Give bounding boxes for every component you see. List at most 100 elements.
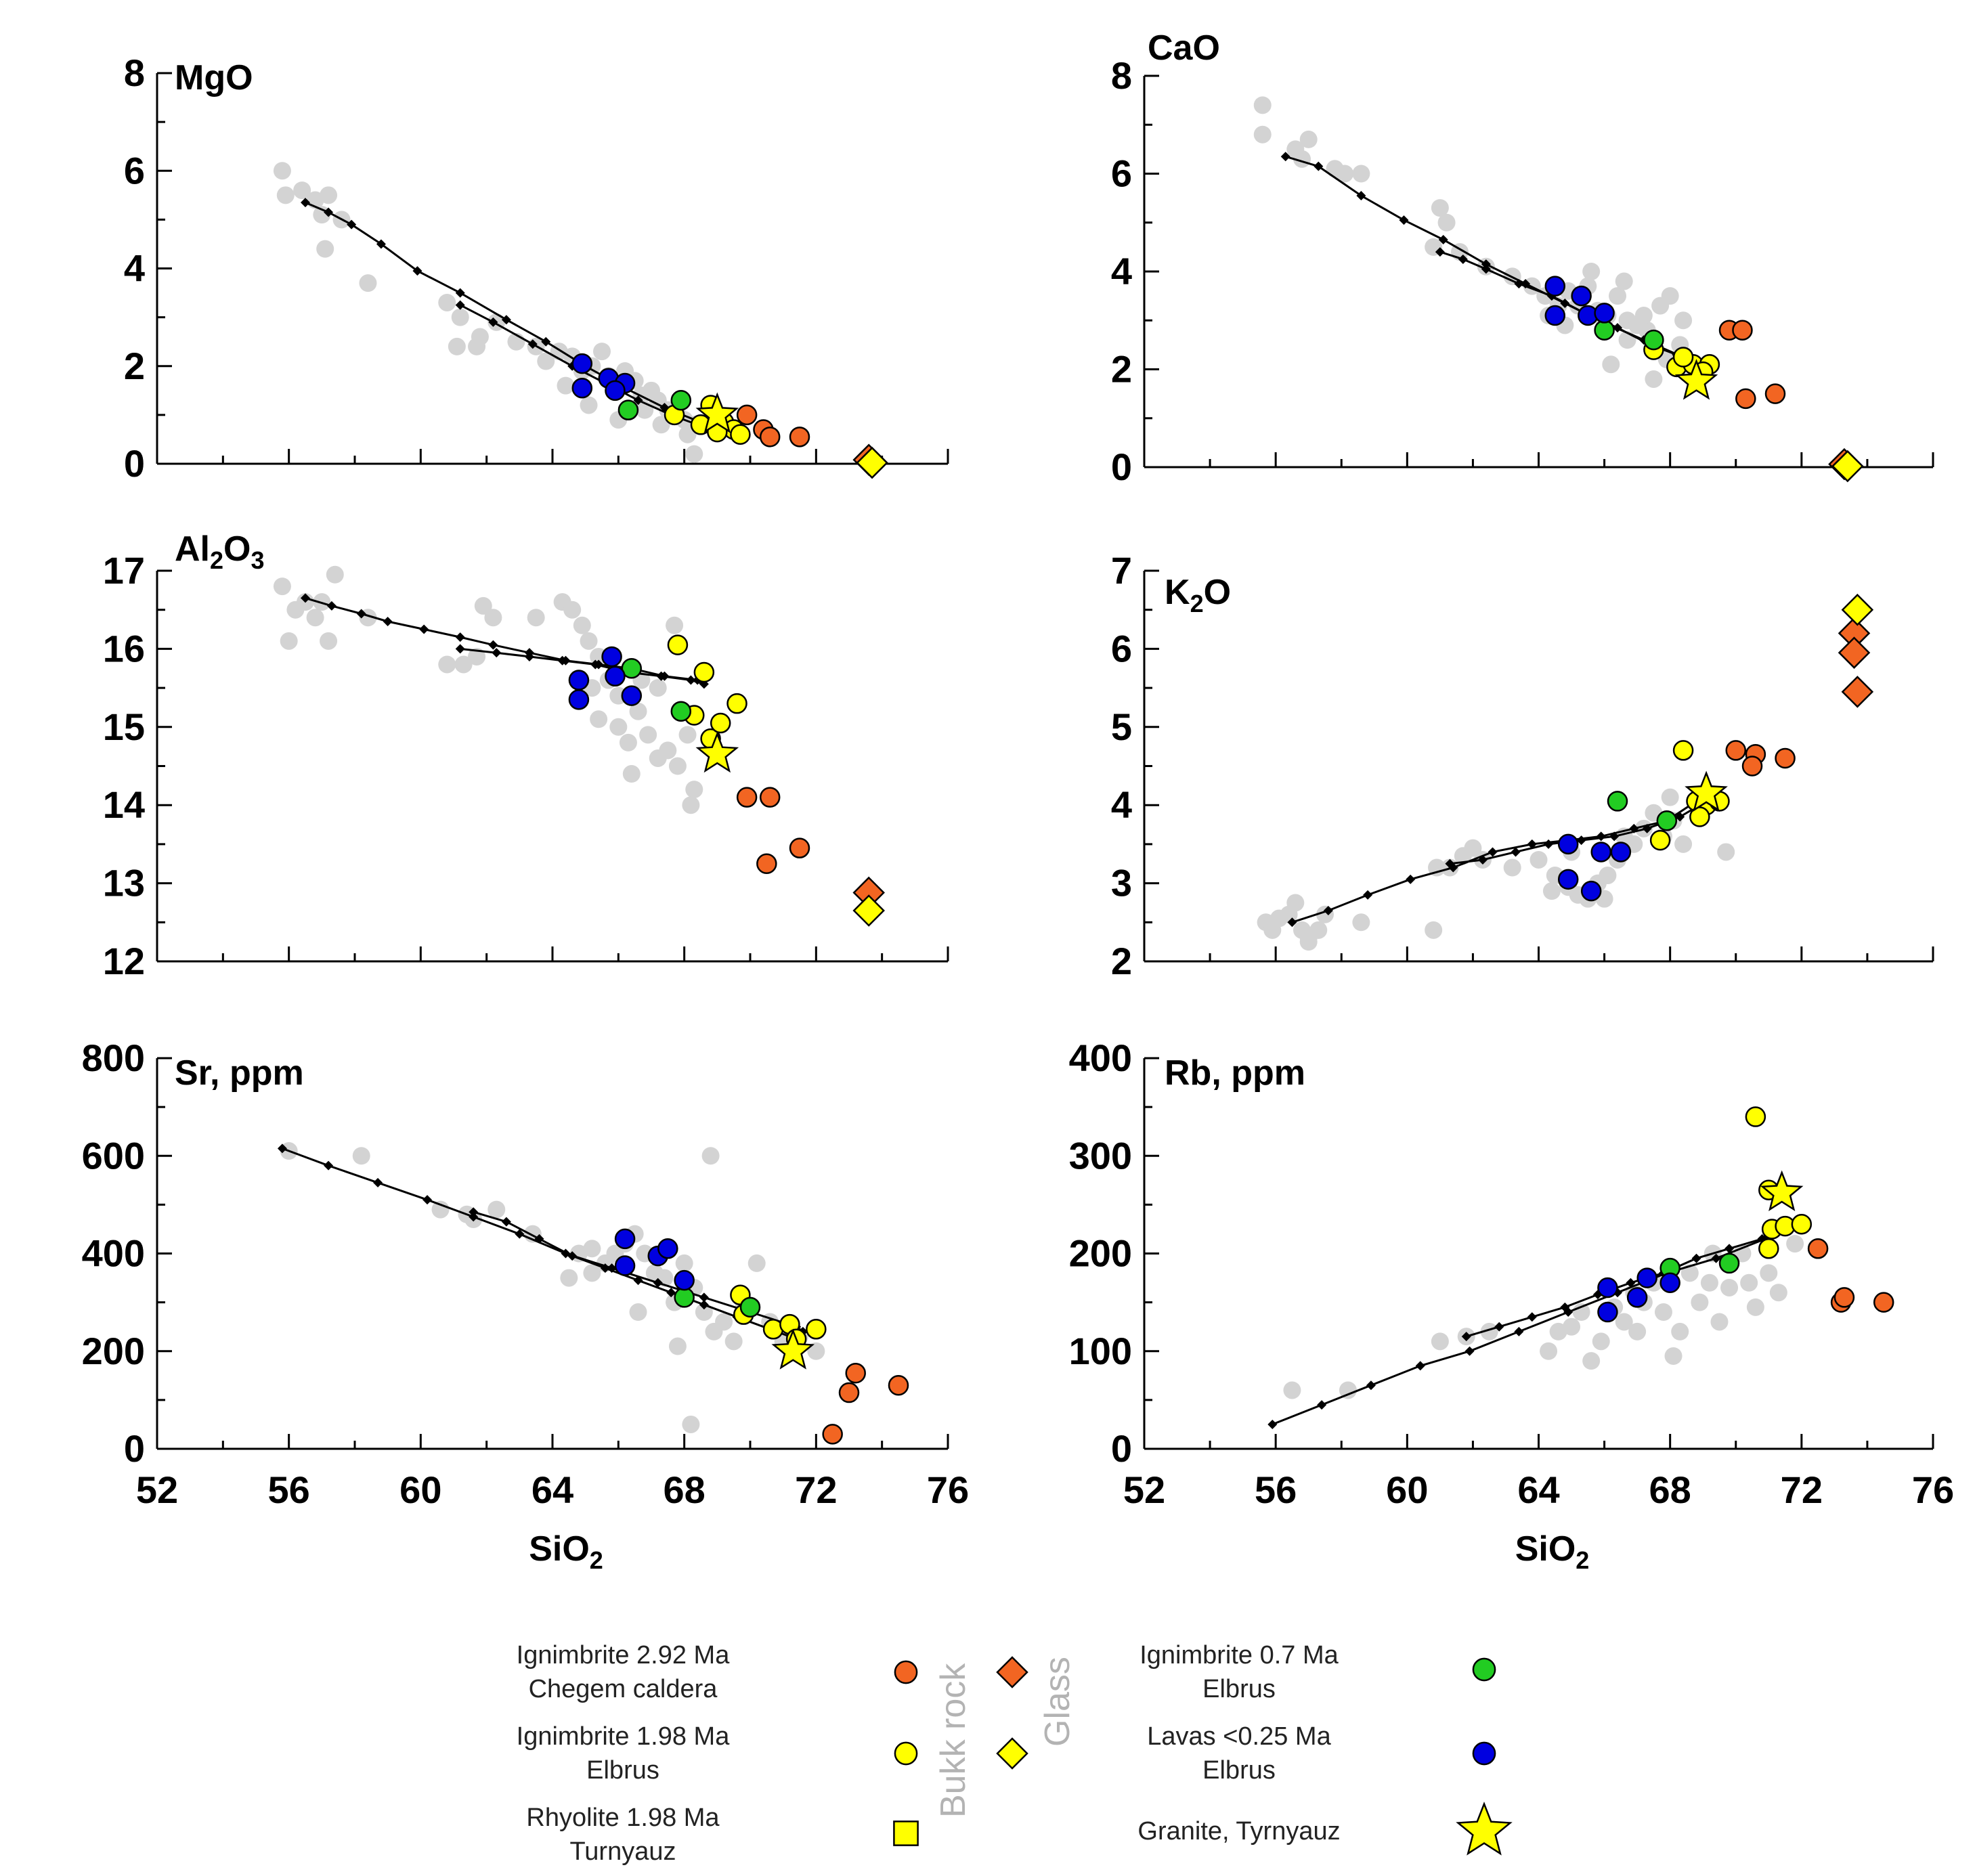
trend-node [1544, 839, 1554, 849]
trend-node [1481, 259, 1491, 269]
gray-point [1464, 839, 1482, 857]
point-lavas-0-25-ma-elbrus [1557, 869, 1579, 890]
point-lavas-0-25-ma-elbrus [1626, 1287, 1648, 1308]
trend-node [1415, 1361, 1425, 1371]
y-tick-label: 600 [82, 1134, 145, 1177]
gray-point [583, 1240, 601, 1258]
trend-node [488, 640, 498, 650]
legend-circle-green-icon [1472, 1657, 1496, 1682]
x-tick-label: 72 [1781, 1468, 1823, 1511]
trend-node [469, 1207, 479, 1217]
point-ignimbrite-2-92-ma-chegem-caldera [1807, 1238, 1829, 1259]
point-ignimbrite-0-7-ma-elbrus [739, 1296, 761, 1318]
trend-node [455, 300, 465, 310]
trend-node [1527, 1312, 1537, 1322]
gray-point [695, 1303, 713, 1322]
y-tick-label: 0 [1111, 445, 1132, 488]
gray-point [1283, 1381, 1301, 1399]
trend-node [1445, 858, 1455, 869]
gray-point [715, 1313, 733, 1331]
gray-point [1602, 355, 1620, 374]
trend-node [633, 1275, 643, 1286]
trend-node [1488, 847, 1498, 857]
gray-point [1299, 130, 1318, 148]
point-lavas-0-25-ma-elbrus [1597, 1301, 1618, 1323]
point-lavas-0-25-ma-elbrus [614, 1255, 636, 1276]
gray-point [468, 647, 486, 666]
legend-square-yellow-icon [893, 1820, 919, 1846]
gray-point [1680, 1264, 1699, 1282]
trend-node [1287, 917, 1297, 928]
point-ignimbrite-2-92-ma-chegem-caldera [789, 427, 810, 448]
legend-diamond-orange-icon [996, 1656, 1028, 1688]
y-tick-label: 800 [82, 1037, 145, 1079]
gray-point [1253, 125, 1272, 144]
point-glass-1-98-ma [1831, 450, 1864, 483]
gray-point [438, 655, 456, 674]
gray-point [1253, 96, 1272, 114]
point-ignimbrite-2-92-ma-chegem-caldera [736, 787, 758, 808]
gray-point [448, 337, 466, 355]
y-tick-label: 15 [103, 705, 145, 748]
legend-symbols [893, 1656, 1513, 1856]
point-ignimbrite-1-98-ma-elbrus [1791, 1213, 1813, 1235]
point-ignimbrite-1-98-ma-elbrus [806, 1319, 827, 1340]
x-tick-label: 60 [1386, 1468, 1428, 1511]
point-ignimbrite-1-98-ma-elbrus [1672, 740, 1694, 761]
legend-star-icon [1456, 1802, 1513, 1856]
trend-node [527, 339, 538, 349]
trend-node [1458, 254, 1468, 264]
panel-rb-ppm: 0 100 200 300 400 52 56 60 64 68 72 76 SiO2 Rb, ppm [1069, 1037, 1955, 1574]
point-lavas-0-25-ma-elbrus [568, 670, 590, 691]
gray-point [487, 1200, 506, 1219]
point-ignimbrite-0-7-ma-elbrus [670, 389, 692, 411]
trend-node [301, 198, 310, 208]
y-tick-label: 14 [103, 783, 145, 826]
gray-point [326, 565, 344, 584]
gray-point [1615, 272, 1633, 290]
trend-node [699, 1300, 709, 1310]
x-tick-label: 56 [1255, 1468, 1297, 1511]
gray-point [629, 702, 647, 720]
point-lavas-0-25-ma-elbrus [1557, 833, 1579, 855]
gray-point [560, 1269, 578, 1287]
trend-node [1576, 835, 1586, 846]
point-ignimbrite-2-92-ma-chegem-caldera [759, 427, 781, 448]
trend-node [301, 593, 310, 603]
gray-point [359, 274, 377, 292]
trend-node [524, 651, 534, 661]
gray-point [609, 718, 628, 736]
point-ignimbrite-2-92-ma-chegem-caldera [736, 404, 758, 426]
trend-node [383, 617, 393, 627]
point-lavas-0-25-ma-elbrus [614, 1228, 636, 1250]
trend-node [455, 644, 465, 654]
gray-point [1634, 307, 1653, 325]
gray-point [1299, 933, 1318, 951]
gray-point [1717, 843, 1735, 861]
gray-point [293, 181, 311, 200]
gray-point [1563, 1317, 1581, 1336]
point-ignimbrite-2-92-ma-chegem-caldera [1735, 388, 1756, 410]
trend-node [686, 675, 696, 685]
x-tick-label: 60 [399, 1468, 441, 1511]
trend-node [412, 266, 422, 276]
gray-point [1654, 1303, 1672, 1322]
trend-line [1291, 800, 1697, 923]
y-tick-label: 2 [124, 345, 145, 387]
y-tick-label: 400 [1069, 1037, 1132, 1079]
point-granite-tyrnyauz [771, 1328, 815, 1370]
point-lavas-0-25-ma-elbrus [674, 1269, 695, 1291]
legend-circle-blue-icon [1472, 1741, 1496, 1766]
trend-node [1314, 161, 1324, 171]
gray-point [474, 596, 492, 615]
trend-node [1356, 191, 1366, 201]
point-ignimbrite-2-92-ma-chegem-caldera [822, 1424, 843, 1445]
trend-node [455, 632, 465, 642]
panel-title: Rb, ppm [1165, 1053, 1305, 1093]
point-ignimbrite-0-7-ma-elbrus [670, 701, 692, 722]
point-ignimbrite-2-92-ma-chegem-caldera [1775, 747, 1796, 769]
gray-point [1769, 1284, 1787, 1302]
trend-node [501, 1217, 511, 1227]
y-tick-label: 300 [1069, 1134, 1132, 1177]
point-granite-tyrnyauz [695, 731, 739, 773]
